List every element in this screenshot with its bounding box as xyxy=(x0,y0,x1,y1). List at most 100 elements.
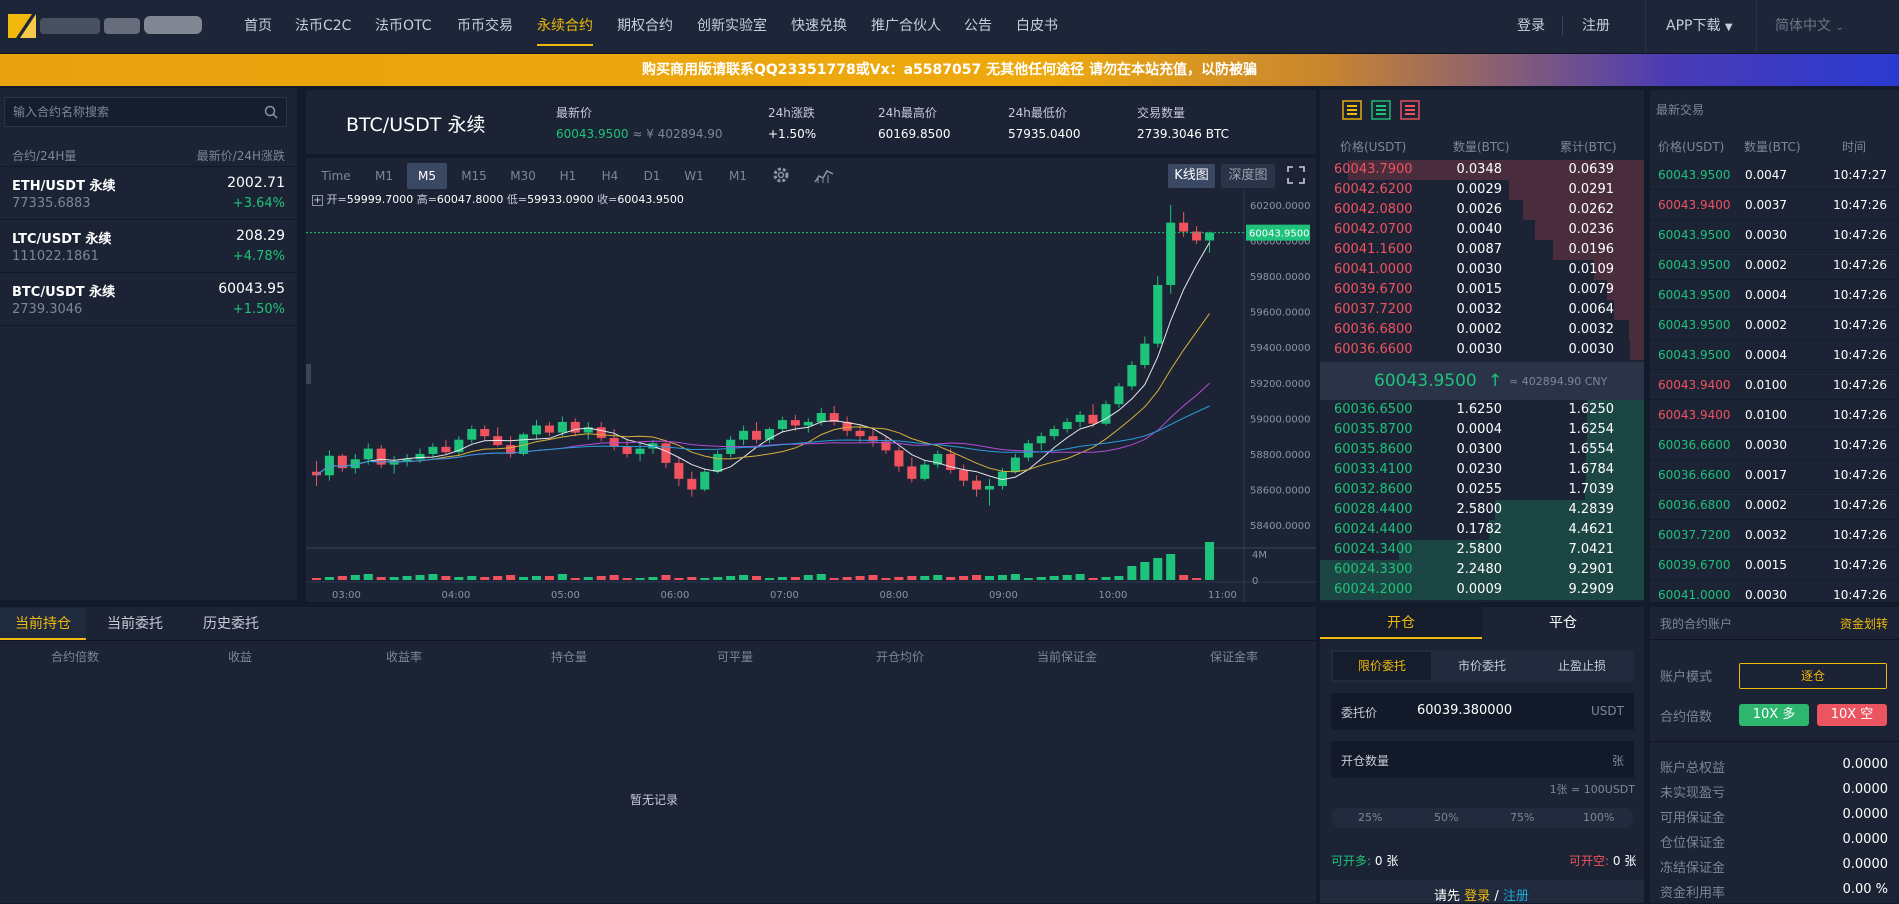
transfer-link[interactable]: 资金划转 xyxy=(1839,617,1888,631)
nav-announcement[interactable]: 公告 xyxy=(964,18,992,34)
mode-isolated-button[interactable]: 逐仓 xyxy=(1739,663,1887,689)
nav-swap[interactable]: 快速兑换 xyxy=(791,18,847,34)
register-link[interactable]: 注册 xyxy=(1582,18,1610,34)
tab-order-history[interactable]: 历史委托 xyxy=(203,616,259,632)
tf-h4[interactable]: H4 xyxy=(601,169,619,183)
percent-50[interactable]: 50% xyxy=(1434,811,1459,824)
language-select[interactable]: 简体中文 ⌄ xyxy=(1775,0,1844,52)
time-tick-label: 10:00 xyxy=(1099,590,1128,601)
tf-m30[interactable]: M30 xyxy=(510,169,536,183)
tf-m5[interactable]: M5 xyxy=(407,163,447,189)
percent-25[interactable]: 25% xyxy=(1358,811,1383,824)
volume-bar xyxy=(376,577,386,580)
nav-partner[interactable]: 推广合伙人 xyxy=(871,18,941,34)
bid-row[interactable]: 60024.3400 2.5800 7.0421 xyxy=(1320,540,1644,560)
ask-row[interactable]: 60039.6700 0.0015 0.0079 xyxy=(1320,280,1644,300)
tab-current-orders[interactable]: 当前委托 xyxy=(107,616,163,632)
candle-body xyxy=(311,471,322,476)
tf-time[interactable]: Time xyxy=(321,169,351,183)
nav-options[interactable]: 期权合约 xyxy=(617,18,673,34)
collapse-icon[interactable]: + xyxy=(312,195,323,206)
ask-row[interactable]: 60036.6600 0.0030 0.0030 xyxy=(1320,340,1644,360)
market-row[interactable]: BTC/USDT 永续 2739.3046 60043.95 +1.50% xyxy=(0,273,297,326)
bid-row[interactable]: 60035.8700 0.0004 1.6254 xyxy=(1320,420,1644,440)
percent-75[interactable]: 75% xyxy=(1510,811,1535,824)
price-field[interactable]: 委托价 60039.380000 USDT xyxy=(1331,693,1634,730)
tab-close[interactable]: 平仓 xyxy=(1549,615,1577,631)
order-type-tpsl[interactable]: 止盈止损 xyxy=(1557,659,1606,673)
bid-row[interactable]: 60033.4100 0.0230 1.6784 xyxy=(1320,460,1644,480)
tf-m15[interactable]: M15 xyxy=(461,169,487,183)
nav-perpetual[interactable]: 永续合约 xyxy=(537,0,593,52)
bid-row[interactable]: 60032.8600 0.0255 1.7039 xyxy=(1320,480,1644,500)
ask-row[interactable]: 60043.7900 0.0348 0.0639 xyxy=(1320,160,1644,180)
market-row[interactable]: ETH/USDT 永续 77335.6883 2002.71 +3.64% xyxy=(0,167,297,220)
ask-row[interactable]: 60036.6800 0.0002 0.0032 xyxy=(1320,320,1644,340)
tab-open[interactable]: 开仓 xyxy=(1320,607,1482,639)
orderbook-both-icon[interactable] xyxy=(1342,100,1362,120)
indicator-icon[interactable] xyxy=(814,166,834,184)
order-type-market[interactable]: 市价委托 xyxy=(1457,659,1506,673)
ask-row[interactable]: 60041.0000 0.0030 0.0109 xyxy=(1320,260,1644,280)
ask-row[interactable]: 60041.1600 0.0087 0.0196 xyxy=(1320,240,1644,260)
volume-bar xyxy=(790,577,800,580)
candle-body xyxy=(428,446,438,454)
tf-d1[interactable]: D1 xyxy=(643,169,661,183)
order-type-limit[interactable]: 限价委托 xyxy=(1333,652,1431,680)
market-name: ETH/USDT 永续 xyxy=(12,179,116,194)
tf-w1[interactable]: W1 xyxy=(684,169,704,183)
chart-drawer-toggle[interactable] xyxy=(306,364,311,384)
nav-lab[interactable]: 创新实验室 xyxy=(697,18,767,34)
tf-h1[interactable]: H1 xyxy=(559,169,577,183)
bid-total: 9.2901 xyxy=(1568,562,1615,577)
candlestick-chart[interactable]: 60200.0000 60000.0000 59800.0000 59600.0000… xyxy=(306,190,1316,602)
nav-fiat-otc[interactable]: 法币OTC xyxy=(375,18,432,34)
volume-bar xyxy=(1140,562,1150,580)
leverage-short-button[interactable]: 10X 空 xyxy=(1817,704,1887,726)
nav-spot[interactable]: 币币交易 xyxy=(457,18,513,34)
tf-mn1[interactable]: M1 xyxy=(729,169,747,183)
bid-row[interactable]: 60035.8600 0.0300 1.6554 xyxy=(1320,440,1644,460)
bid-row[interactable]: 60024.2000 0.0009 9.2909 xyxy=(1320,580,1644,600)
candle-body xyxy=(622,446,632,454)
market-search-input[interactable]: 输入合约名称搜索 xyxy=(4,97,287,127)
account-row: 资金利用率 0.00 % xyxy=(1660,882,1888,901)
tf-m1[interactable]: M1 xyxy=(375,169,393,183)
login-link[interactable]: 登录 xyxy=(1517,18,1545,34)
gear-icon[interactable] xyxy=(771,165,791,185)
bid-row[interactable]: 60024.4400 0.1782 4.4621 xyxy=(1320,520,1644,540)
search-icon[interactable] xyxy=(264,105,278,119)
nav-whitepaper[interactable]: 白皮书 xyxy=(1016,18,1058,34)
bid-row[interactable]: 60024.3300 2.2480 9.2901 xyxy=(1320,560,1644,580)
nav-fiat-c2c[interactable]: 法币C2C xyxy=(295,18,352,34)
bid-row[interactable]: 60028.4400 2.5800 4.2839 xyxy=(1320,500,1644,520)
ask-row[interactable]: 60042.0800 0.0026 0.0262 xyxy=(1320,200,1644,220)
kline-tab[interactable]: K线图 xyxy=(1168,164,1215,188)
ask-row[interactable]: 60037.7200 0.0032 0.0064 xyxy=(1320,300,1644,320)
stat-value: 57935.0400 xyxy=(1008,127,1081,141)
depth-tab[interactable]: 深度图 xyxy=(1221,164,1275,188)
account-row: 账户总权益 0.0000 xyxy=(1660,757,1888,776)
prompt-login-link[interactable]: 登录 xyxy=(1464,889,1491,904)
market-row[interactable]: LTC/USDT 永续 111022.1861 208.29 +4.78% xyxy=(0,220,297,273)
trade-row: 60036.6600 0.0030 10:47:26 xyxy=(1650,430,1899,460)
orderbook-bids-icon[interactable] xyxy=(1371,100,1391,120)
col-margin-rate: 保证金率 xyxy=(1210,650,1259,664)
ask-row[interactable]: 60042.6200 0.0029 0.0291 xyxy=(1320,180,1644,200)
account-row-value: 0.0000 xyxy=(1842,857,1889,872)
ask-row[interactable]: 60042.0700 0.0040 0.0236 xyxy=(1320,220,1644,240)
prompt-register-link[interactable]: 注册 xyxy=(1502,889,1529,904)
leverage-long-button[interactable]: 10X 多 xyxy=(1739,704,1809,726)
bid-row[interactable]: 60036.6500 1.6250 1.6250 xyxy=(1320,400,1644,420)
percent-100[interactable]: 100% xyxy=(1583,811,1615,824)
app-download[interactable]: APP下载 ▼ xyxy=(1666,0,1733,52)
orderbook-asks-icon[interactable] xyxy=(1400,100,1420,120)
candle-body xyxy=(454,439,464,453)
quantity-field[interactable]: 开仓数量 张 xyxy=(1331,741,1634,778)
tab-current-positions[interactable]: 当前持仓 xyxy=(0,608,86,640)
candle-body xyxy=(972,480,982,490)
nav-home[interactable]: 首页 xyxy=(244,18,272,34)
percent-slider[interactable] xyxy=(1331,808,1634,828)
fullscreen-icon[interactable] xyxy=(1287,166,1305,184)
site-logo[interactable] xyxy=(6,10,206,42)
